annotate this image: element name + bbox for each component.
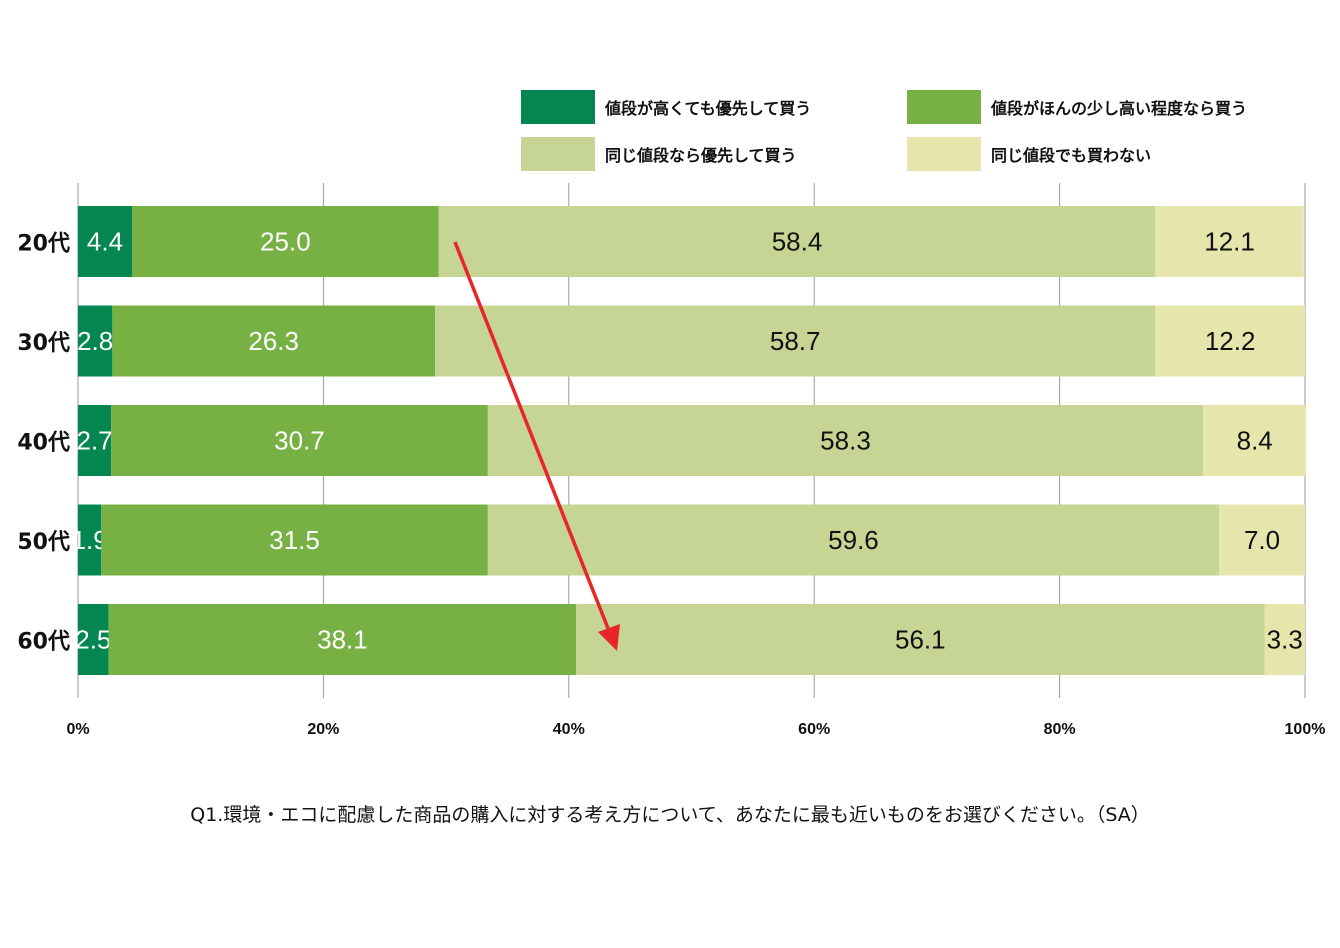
bars: 4.4 25.0 58.4 12.1 2.8 26.3 58.7 12.2 2.7 30.7 58.…: [72, 206, 1307, 675]
category-label: 50代: [17, 530, 70, 555]
category-label: 40代: [17, 431, 70, 456]
data-label: 12.1: [1204, 227, 1255, 257]
x-tick-label: 100%: [1285, 721, 1326, 738]
bar-segment: [111, 405, 488, 476]
x-axis-ticks: 0% 20% 40% 60% 80% 100%: [66, 721, 1325, 738]
data-label: 3.3: [1267, 625, 1303, 655]
data-label: 25.0: [260, 227, 311, 257]
legend-swatch: [521, 137, 595, 171]
arrow-line: [453, 241, 615, 642]
x-tick-label: 80%: [1044, 721, 1076, 738]
chart-caption: Q1.環境・エコに配慮した商品の購入に対する考え方について、あなたに最も近いもの…: [190, 804, 1150, 826]
data-label: 38.1: [317, 625, 368, 655]
bar-segment: [487, 405, 1204, 476]
bar-segment: [1219, 504, 1305, 576]
data-label: 26.3: [248, 326, 299, 356]
bar-segment: [108, 604, 577, 675]
bar-segment: [78, 604, 109, 675]
legend-label: 値段が高くても優先して買う: [604, 99, 811, 118]
legend: 値段が高くても優先して買う 値段がほんの少し高い程度なら買う同じ値段なら優先して買…: [521, 90, 1247, 171]
bar-segment: [78, 504, 102, 576]
bar-segment: [101, 504, 488, 576]
data-label: 58.7: [770, 326, 821, 356]
x-tick-label: 20%: [307, 721, 339, 738]
legend-label: 同じ値段でも買わない: [991, 146, 1151, 165]
y-axis-labels: 20代 30代 40代 50代 60代: [17, 232, 70, 655]
bar-segment: [78, 206, 132, 277]
legend-label: 値段がほんの少し高い程度なら買う: [990, 99, 1247, 118]
data-label: 30.7: [274, 426, 325, 456]
legend-label: 同じ値段なら優先して買う: [605, 146, 797, 165]
legend-swatch: [521, 90, 595, 124]
bar-segment: [78, 305, 113, 377]
annotation: [453, 241, 620, 651]
data-label: 31.5: [269, 525, 320, 555]
bar-segment: [438, 206, 1156, 277]
data-label: 12.2: [1205, 326, 1256, 356]
bar-segment: [435, 305, 1156, 377]
data-label: 7.0: [1244, 525, 1280, 555]
bar-segment: [1203, 405, 1307, 476]
bar-segment: [487, 504, 1220, 576]
data-label: 4.4: [87, 227, 123, 257]
x-tick-label: 60%: [798, 721, 830, 738]
bar-segment: [1264, 604, 1305, 675]
bar-segment: [576, 604, 1265, 675]
data-label: 8.4: [1237, 426, 1273, 456]
bar-segment: [1155, 206, 1304, 277]
data-label: 2.7: [76, 426, 112, 456]
data-label: 58.3: [820, 426, 871, 456]
bar-segment: [131, 206, 439, 277]
legend-swatch: [907, 90, 981, 124]
data-label: 59.6: [828, 525, 879, 555]
category-label: 20代: [17, 232, 70, 257]
data-label: 58.4: [772, 227, 823, 257]
data-label: 56.1: [895, 625, 946, 655]
legend-swatch: [907, 137, 981, 171]
category-label: 60代: [17, 630, 70, 655]
category-label: 30代: [17, 331, 70, 356]
data-label: 2.8: [77, 326, 113, 356]
x-tick-label: 0%: [66, 721, 89, 738]
data-label: 2.5: [75, 625, 111, 655]
bar-segment: [1155, 305, 1305, 377]
bar-segment: [112, 305, 436, 377]
bar-segment: [78, 405, 112, 476]
arrow-head: [598, 624, 620, 651]
x-tick-label: 40%: [553, 721, 585, 738]
